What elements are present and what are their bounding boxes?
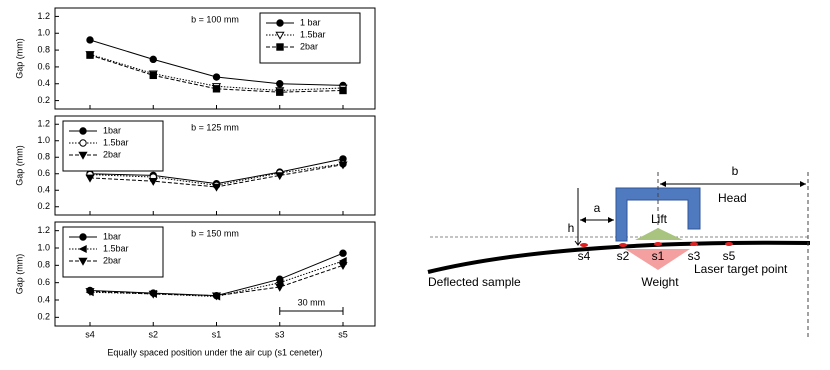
legend-marker bbox=[78, 244, 87, 254]
y-tick-label: 0.6 bbox=[37, 168, 50, 178]
h-arrow bbox=[574, 228, 582, 246]
x-tick-label: s3 bbox=[275, 329, 285, 339]
lift-label: Lift bbox=[651, 212, 668, 226]
marker bbox=[275, 172, 285, 181]
legend-box bbox=[62, 226, 164, 278]
y-tick-label: 0.8 bbox=[37, 152, 50, 162]
y-tick-label: 0.4 bbox=[37, 185, 50, 195]
y-tick-label: 0.8 bbox=[37, 44, 50, 54]
annotation: b = 150 mm bbox=[191, 228, 239, 238]
marker bbox=[148, 290, 158, 299]
y-tick-label: 1.2 bbox=[37, 225, 50, 235]
y-tick-label: 0.6 bbox=[37, 277, 50, 287]
legend-label: 1.5bar bbox=[300, 29, 326, 39]
diagram: Head b a h Lift Weight Deflected sample … bbox=[427, 164, 811, 340]
legend-marker bbox=[78, 257, 88, 266]
annotation: b = 100 mm bbox=[191, 14, 239, 24]
marker bbox=[339, 86, 347, 95]
span-bracket bbox=[279, 307, 344, 315]
sample-curve bbox=[427, 240, 811, 274]
legend-marker bbox=[276, 19, 284, 27]
marker bbox=[149, 71, 157, 80]
marker bbox=[85, 288, 95, 297]
position-label: s4 bbox=[578, 249, 591, 263]
legend-label: 1bar bbox=[103, 231, 121, 241]
y-tick-label: 1.2 bbox=[37, 119, 50, 129]
y-tick-label: 1.0 bbox=[37, 28, 50, 38]
lift-triangle bbox=[635, 228, 683, 240]
position-label: s3 bbox=[688, 249, 701, 263]
x-tick-label: s2 bbox=[148, 329, 158, 339]
legend-marker bbox=[79, 127, 87, 135]
weight-label: Weight bbox=[641, 275, 679, 289]
marker bbox=[211, 292, 222, 301]
laser-label: Laser target point bbox=[694, 262, 788, 276]
legend-box bbox=[259, 12, 361, 64]
weight-triangle bbox=[625, 249, 690, 270]
x-tick-label: s5 bbox=[338, 329, 348, 339]
annotation: b = 125 mm bbox=[191, 122, 239, 132]
legend-marker bbox=[78, 151, 88, 160]
legend-marker bbox=[79, 233, 87, 241]
legend-label: 1.5bar bbox=[103, 243, 129, 253]
position-label: s1 bbox=[652, 249, 665, 263]
plot-frame bbox=[54, 221, 376, 327]
marker bbox=[86, 51, 94, 59]
marker bbox=[212, 73, 221, 81]
position-label: s2 bbox=[617, 249, 630, 263]
head-shape bbox=[615, 187, 701, 242]
series-line bbox=[89, 54, 344, 93]
legend-marker bbox=[79, 139, 87, 147]
y-axis-label: Gap (mm) bbox=[14, 254, 24, 295]
sample-label: Deflected sample bbox=[428, 275, 521, 289]
legend-box bbox=[62, 120, 164, 172]
x-tick-label: s1 bbox=[212, 329, 222, 339]
marker bbox=[86, 36, 94, 44]
legend-label: 2bar bbox=[103, 149, 121, 159]
marker bbox=[339, 249, 347, 257]
y-tick-label: 0.4 bbox=[37, 78, 50, 88]
span-label: 30 mm bbox=[298, 297, 326, 307]
marker bbox=[211, 183, 222, 192]
a-label: a bbox=[594, 201, 601, 215]
y-tick-label: 0.6 bbox=[37, 61, 50, 71]
y-tick-label: 1.0 bbox=[37, 135, 50, 145]
x-tick-label: s4 bbox=[85, 329, 95, 339]
legend-label: 2bar bbox=[300, 41, 318, 51]
marker bbox=[276, 80, 284, 88]
marker bbox=[148, 177, 158, 186]
y-tick-label: 0.2 bbox=[37, 312, 50, 322]
head-label: Head bbox=[718, 191, 747, 205]
target-dots bbox=[580, 242, 733, 247]
y-tick-label: 1.0 bbox=[37, 242, 50, 252]
legend-label: 1bar bbox=[103, 125, 121, 135]
legend-marker bbox=[276, 43, 284, 51]
x-axis-label: Equally spaced position under the air cu… bbox=[107, 347, 322, 357]
y-tick-label: 1.2 bbox=[37, 11, 50, 21]
marker bbox=[212, 85, 221, 93]
marker bbox=[338, 262, 348, 271]
legend-label: 1 bar bbox=[300, 17, 321, 27]
y-axis-label: Gap (mm) bbox=[14, 38, 24, 79]
legend-label: 1.5bar bbox=[103, 137, 129, 147]
marker bbox=[338, 161, 348, 170]
plot-frame bbox=[54, 115, 376, 216]
y-tick-label: 0.2 bbox=[37, 95, 50, 105]
y-tick-label: 0.2 bbox=[37, 201, 50, 211]
marker bbox=[149, 55, 157, 64]
h-label: h bbox=[568, 221, 575, 235]
marker bbox=[85, 174, 95, 183]
y-tick-label: 0.8 bbox=[37, 260, 50, 270]
legend-marker bbox=[275, 31, 285, 40]
marker bbox=[275, 283, 285, 292]
y-tick-label: 0.4 bbox=[37, 294, 50, 304]
legend-label: 2bar bbox=[103, 255, 121, 265]
position-label: s5 bbox=[723, 249, 736, 263]
plot-frame bbox=[54, 7, 376, 110]
marker bbox=[276, 88, 284, 96]
y-axis-label: Gap (mm) bbox=[14, 145, 24, 186]
b-label: b bbox=[732, 164, 739, 178]
